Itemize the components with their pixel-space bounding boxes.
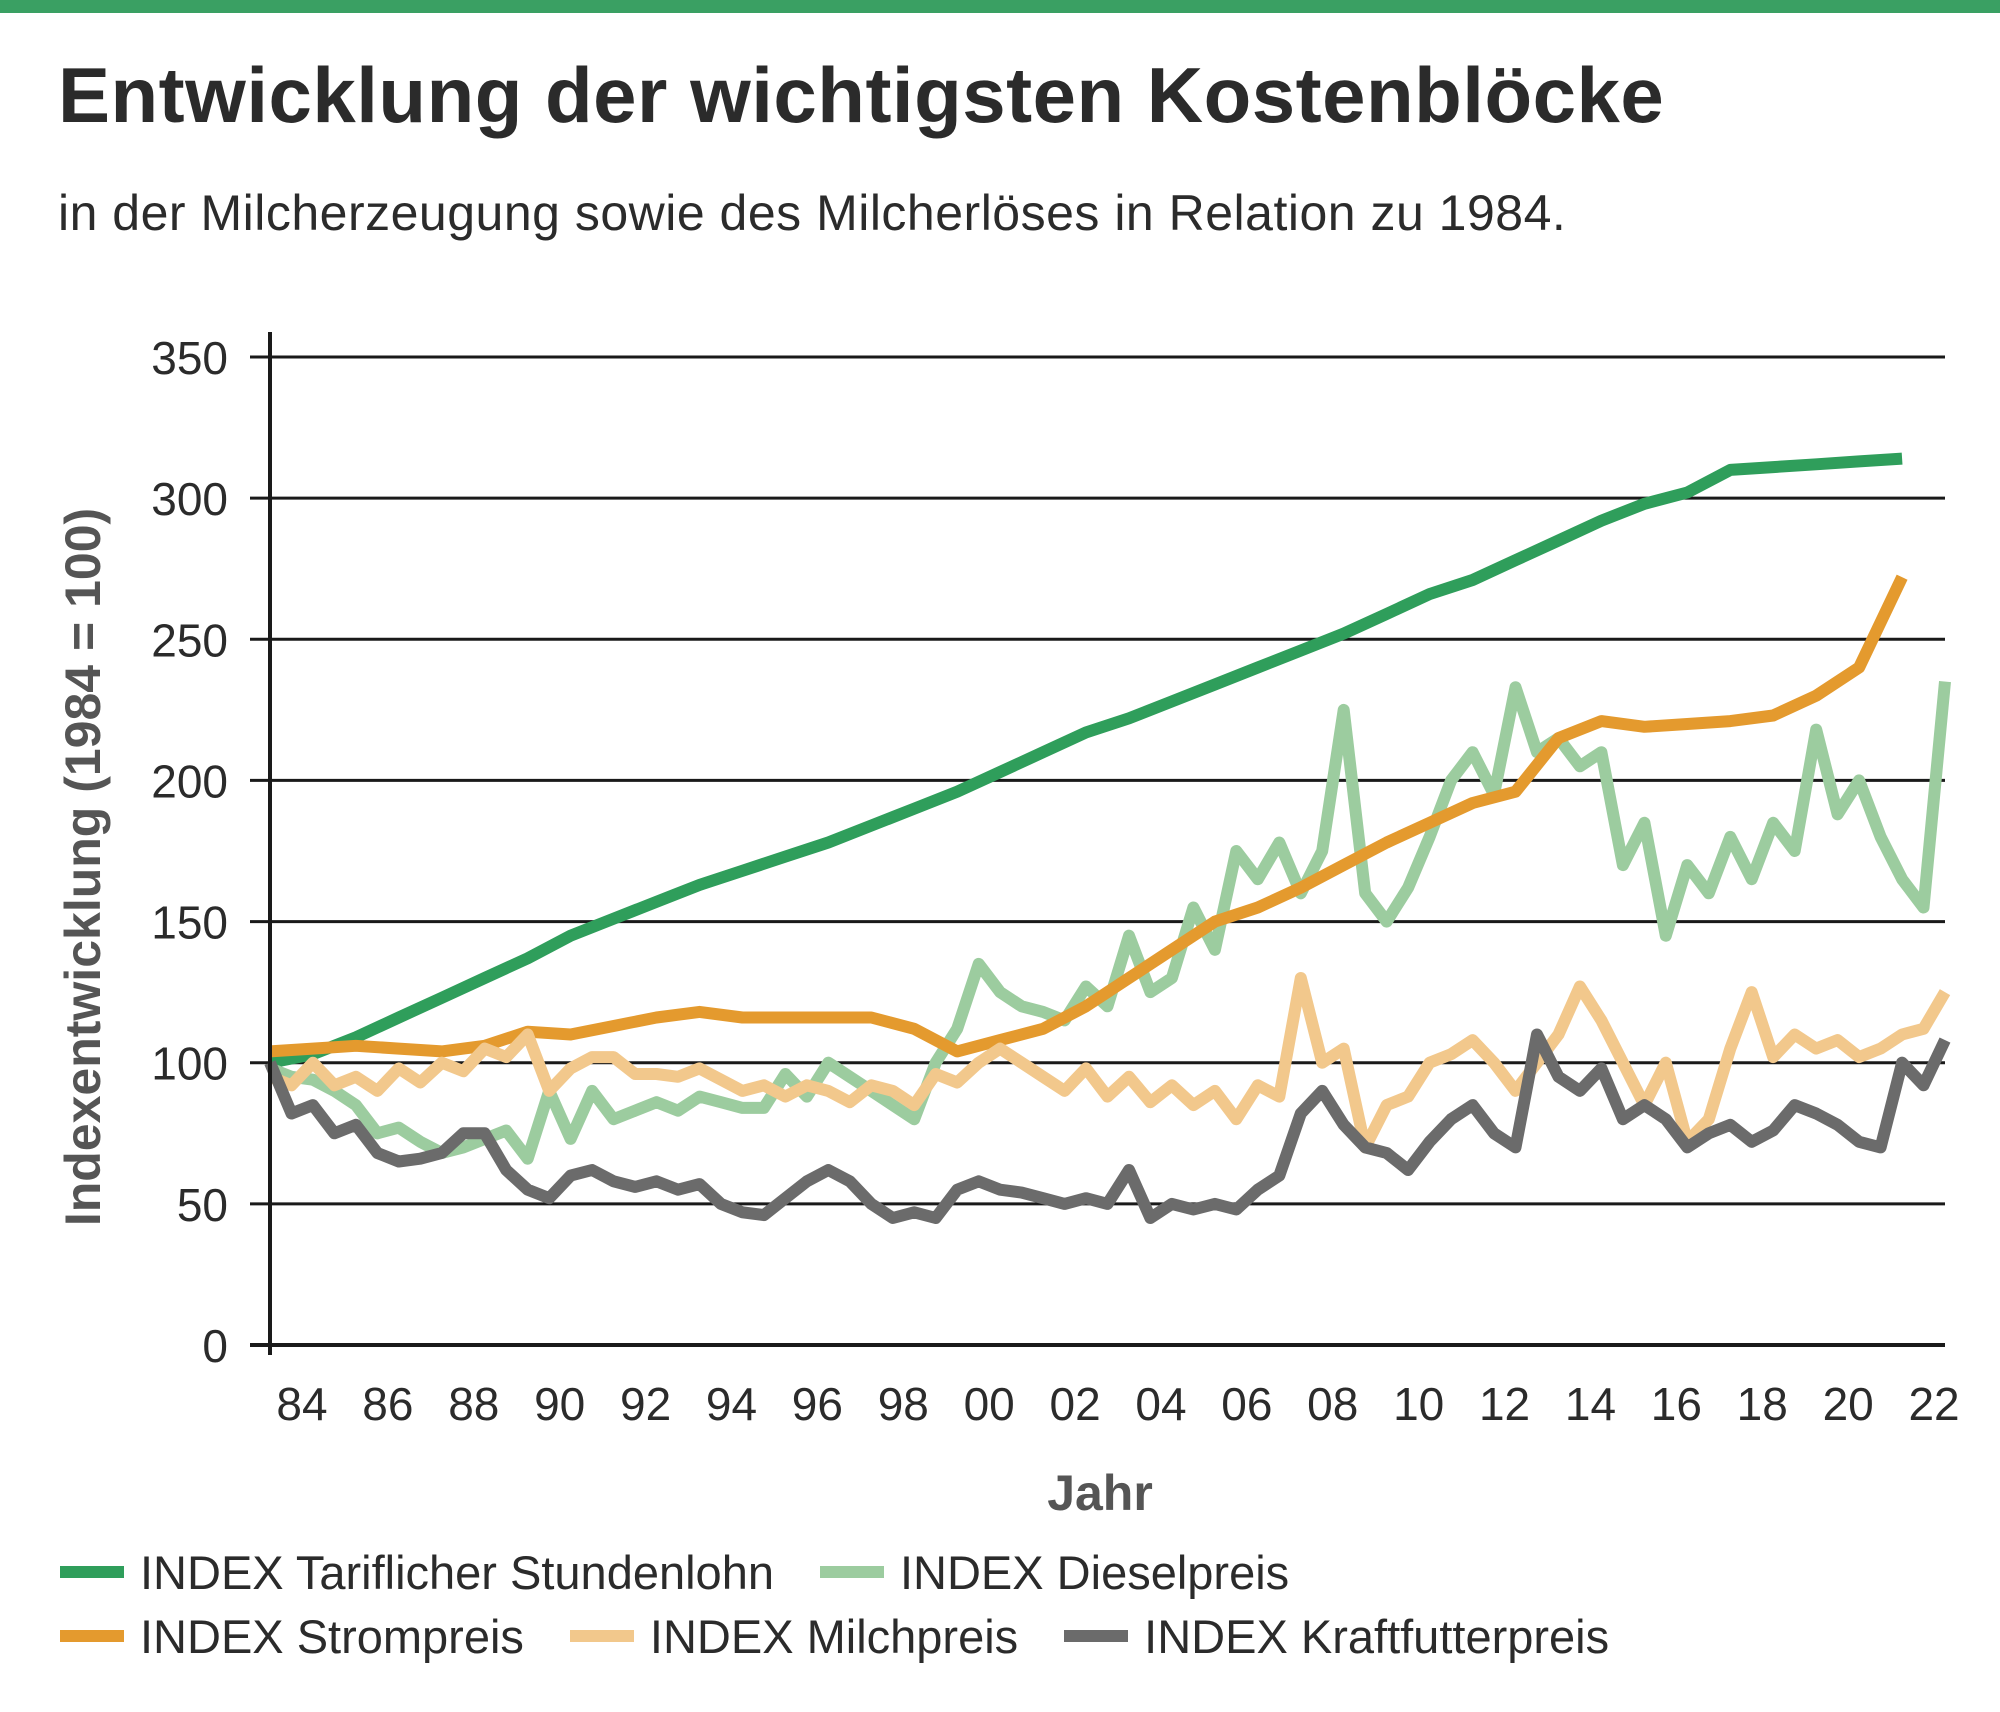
legend-row-1: INDEX Tariflicher Stundenlohn INDEX Diese… xyxy=(60,1540,1960,1604)
series-lines xyxy=(264,452,1951,1224)
legend-swatch xyxy=(1064,1630,1129,1642)
y-tick-label: 50 xyxy=(177,1179,228,1231)
y-tick-label: 350 xyxy=(151,332,228,384)
x-axis-tick-labels: 84 86 88 90 92 94 96 98 00 02 04 06 08 10 12 14 16 18 20 22 xyxy=(276,1378,1959,1430)
x-tick-label: 92 xyxy=(620,1378,671,1430)
legend-swatch xyxy=(60,1630,124,1642)
y-tick-label: 0 xyxy=(202,1320,228,1372)
y-tick-label: 250 xyxy=(151,614,228,666)
legend-label: INDEX Tariflicher Stundenlohn xyxy=(140,1545,774,1599)
x-tick-label: 20 xyxy=(1823,1378,1874,1430)
legend-swatch xyxy=(60,1566,124,1578)
legend-label: INDEX Kraftfutterpreis xyxy=(1144,1609,1610,1663)
x-tick-label: 08 xyxy=(1307,1378,1358,1430)
legend: INDEX Tariflicher Stundenlohn INDEX Diese… xyxy=(60,1540,1960,1668)
top-accent-bar xyxy=(0,0,2000,13)
x-tick-label: 14 xyxy=(1565,1378,1616,1430)
line-chart: 0 50 100 150 200 250 300 350 84 86 88 90 92 94 96 98 00… xyxy=(55,332,1960,1521)
x-tick-label: 12 xyxy=(1479,1378,1530,1430)
x-tick-label: 96 xyxy=(792,1378,843,1430)
y-tick-label: 300 xyxy=(151,473,228,525)
x-tick-label: 90 xyxy=(534,1378,585,1430)
x-tick-label: 86 xyxy=(362,1378,413,1430)
axes xyxy=(250,332,1945,1355)
legend-label: INDEX Dieselpreis xyxy=(899,1545,1290,1599)
x-tick-label: 16 xyxy=(1651,1378,1702,1430)
series-line-5 xyxy=(264,1028,1951,1224)
x-tick-label: 00 xyxy=(964,1378,1015,1430)
x-tick-label: 84 xyxy=(276,1378,327,1430)
legend-item: INDEX Kraftfutterpreis xyxy=(1064,1609,1609,1664)
legend-item: INDEX Tariflicher Stundenlohn xyxy=(60,1545,774,1600)
x-tick-label: 10 xyxy=(1393,1378,1444,1430)
legend-swatch xyxy=(819,1566,884,1578)
legend-item: INDEX Milchpreis xyxy=(569,1609,1019,1664)
x-tick-label: 02 xyxy=(1049,1378,1100,1430)
series-line-4 xyxy=(267,972,1951,1154)
series-line-3 xyxy=(269,574,1908,1058)
y-tick-label: 100 xyxy=(151,1038,228,1090)
legend-label: INDEX Strompreis xyxy=(140,1609,524,1663)
x-tick-label: 94 xyxy=(706,1378,757,1430)
chart-title: Entwicklung der wichtigsten Kostenblöcke xyxy=(58,51,1665,139)
legend-item: INDEX Dieselpreis xyxy=(819,1545,1290,1600)
x-tick-label: 22 xyxy=(1908,1378,1959,1430)
legend-item: INDEX Strompreis xyxy=(60,1609,524,1664)
x-tick-label: 06 xyxy=(1221,1378,1272,1430)
y-axis-tick-labels: 0 50 100 150 200 250 300 350 xyxy=(151,332,228,1372)
y-axis-label: Indexentwicklung (1984 = 100) xyxy=(55,508,111,1226)
x-tick-label: 04 xyxy=(1135,1378,1186,1430)
x-tick-label: 88 xyxy=(448,1378,499,1430)
x-tick-label: 18 xyxy=(1737,1378,1788,1430)
legend-row-2: INDEX Strompreis INDEX Milchpreis INDEX Kr… xyxy=(60,1604,1960,1668)
y-tick-label: 200 xyxy=(151,755,228,807)
chart-subtitle: in der Milcherzeugung sowie des Milcherl… xyxy=(58,185,1567,241)
legend-swatch xyxy=(569,1630,634,1642)
y-tick-label: 150 xyxy=(151,897,228,949)
series-line-1 xyxy=(268,452,1903,1069)
x-tick-label: 98 xyxy=(878,1378,929,1430)
x-axis-label: Jahr xyxy=(1047,1465,1153,1521)
legend-label: INDEX Milchpreis xyxy=(649,1609,1019,1663)
